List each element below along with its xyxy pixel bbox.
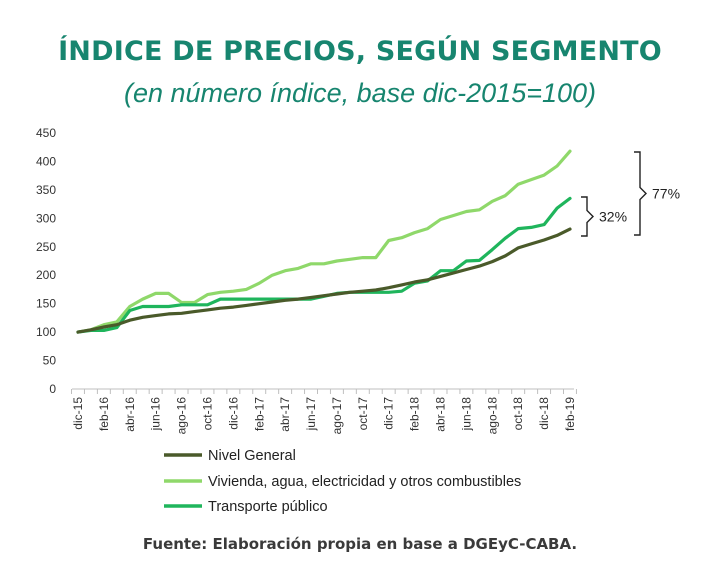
legend-label: Vivienda, agua, electricidad y otros com…	[208, 474, 521, 490]
y-tick-label: 400	[36, 154, 56, 168]
x-tick-label: oct-18	[511, 397, 525, 431]
x-tick-label: abr-18	[434, 397, 448, 432]
y-axis: 0 50 100 150 200 250 300 350 400 450	[36, 126, 56, 396]
bracket	[634, 151, 647, 236]
y-tick-label: 0	[49, 382, 56, 396]
series-lines	[76, 149, 572, 334]
chart-title: ÍNDICE DE PRECIOS, SEGÚN SEGMENTO	[58, 36, 662, 67]
y-tick-label: 200	[36, 268, 56, 282]
x-tick-label: jun-16	[149, 397, 163, 432]
y-tick-label: 100	[36, 325, 56, 339]
y-tick-label: 300	[36, 211, 56, 225]
x-tick-label: dic-16	[226, 397, 240, 430]
y-tick-label: 250	[36, 240, 56, 254]
x-tick-label: feb-16	[97, 397, 111, 431]
x-tick-label: jun-18	[459, 397, 473, 432]
series-line	[76, 149, 572, 334]
x-tick-label: dic-17	[382, 397, 396, 430]
legend-label: Transporte público	[208, 499, 328, 515]
x-axis: dic-15 feb-16 abr-16 jun-16 ago-16 oct-16 dic-…	[71, 388, 577, 435]
x-tick-label: feb-19	[563, 397, 577, 431]
y-tick-label: 450	[36, 126, 56, 140]
y-tick-label: 150	[36, 297, 56, 311]
legend: Nivel General Vivienda, agua, electricida…	[164, 448, 521, 515]
series-line	[76, 227, 572, 334]
bracket-label: 32%	[599, 209, 627, 225]
y-tick-label: 50	[43, 354, 57, 368]
x-tick-label: dic-15	[71, 397, 85, 430]
source-note: Fuente: Elaboración propia en base a DGE…	[142, 535, 578, 553]
bracket-label: 77%	[652, 186, 680, 202]
x-tick-label: abr-17	[278, 397, 292, 432]
x-tick-label: oct-17	[356, 397, 370, 431]
y-tick-label: 350	[36, 183, 56, 197]
annotations: 77% 32%	[581, 151, 680, 237]
x-tick-label: dic-18	[537, 397, 551, 430]
bracket	[581, 196, 594, 237]
chart-subtitle: (en número índice, base dic-2015=100)	[123, 78, 597, 108]
x-tick-label: oct-16	[200, 397, 214, 431]
x-tick-label: ago-18	[485, 397, 499, 435]
x-tick-label: ago-17	[330, 397, 344, 435]
legend-label: Nivel General	[208, 448, 296, 464]
x-tick-label: abr-16	[123, 397, 137, 432]
x-tick-label: feb-17	[252, 397, 266, 431]
x-tick-label: ago-16	[175, 397, 189, 435]
x-tick-label: jun-17	[304, 397, 318, 432]
x-tick-label: feb-18	[408, 397, 422, 431]
line-chart: 0 50 100 150 200 250 300 350 400 450 dic-15 feb-16…	[36, 126, 680, 515]
